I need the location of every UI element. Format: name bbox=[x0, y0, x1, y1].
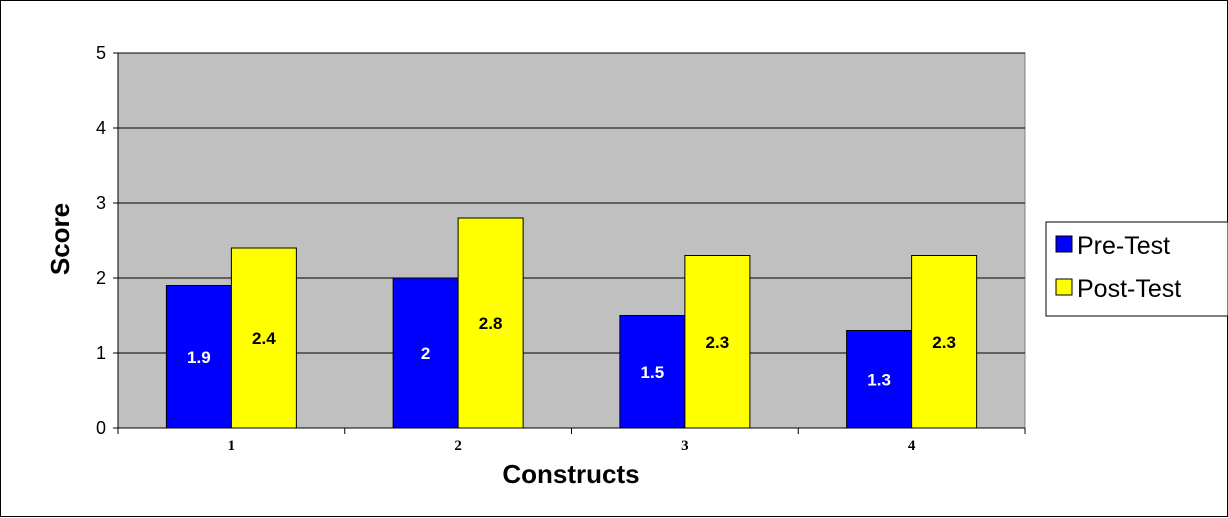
legend-swatch-pre-test bbox=[1055, 235, 1073, 253]
data-label: 2.8 bbox=[479, 314, 503, 333]
data-label: 2.3 bbox=[706, 333, 730, 352]
x-axis-title: Constructs bbox=[502, 459, 639, 489]
data-label: 1.5 bbox=[641, 363, 665, 382]
bar-pre-test-3 bbox=[619, 315, 686, 429]
bar-post-test-4 bbox=[911, 255, 978, 429]
data-label: 2 bbox=[421, 344, 430, 363]
y-tick-label: 5 bbox=[96, 43, 106, 63]
legend: Pre-Test Post-Test bbox=[1045, 221, 1228, 317]
y-tick-label: 0 bbox=[96, 418, 106, 438]
x-tick-label: 3 bbox=[681, 438, 689, 454]
data-label: 2.4 bbox=[252, 329, 276, 348]
x-tick-label: 2 bbox=[454, 438, 462, 454]
y-tick-label: 3 bbox=[96, 193, 106, 213]
y-tick-label: 2 bbox=[96, 268, 106, 288]
y-tick-label: 4 bbox=[96, 118, 106, 138]
bar-post-test-3 bbox=[684, 255, 751, 429]
x-tick-label: 1 bbox=[228, 438, 236, 454]
bar-pre-test-4 bbox=[846, 330, 913, 429]
legend-label-pre-test: Pre-Test bbox=[1077, 232, 1170, 260]
bar-post-test-1 bbox=[230, 247, 297, 429]
data-label: 1.3 bbox=[867, 370, 891, 389]
bar-pre-test-2 bbox=[392, 277, 459, 429]
legend-label-post-test: Post-Test bbox=[1077, 275, 1181, 303]
bars: 1.9 2.4 2 2.8 1.5 2.3 1.3 2.3 bbox=[165, 217, 978, 429]
data-label: 1.9 bbox=[187, 348, 211, 367]
legend-box bbox=[1045, 221, 1228, 317]
x-tick-label: 4 bbox=[908, 438, 916, 454]
legend-swatch-post-test bbox=[1055, 278, 1073, 296]
y-tick-label: 1 bbox=[96, 343, 106, 363]
data-label: 2.3 bbox=[932, 333, 956, 352]
y-axis-title: Score bbox=[45, 203, 75, 275]
axes: 0 1 2 3 4 5 1 2 3 4 bbox=[96, 43, 1026, 454]
